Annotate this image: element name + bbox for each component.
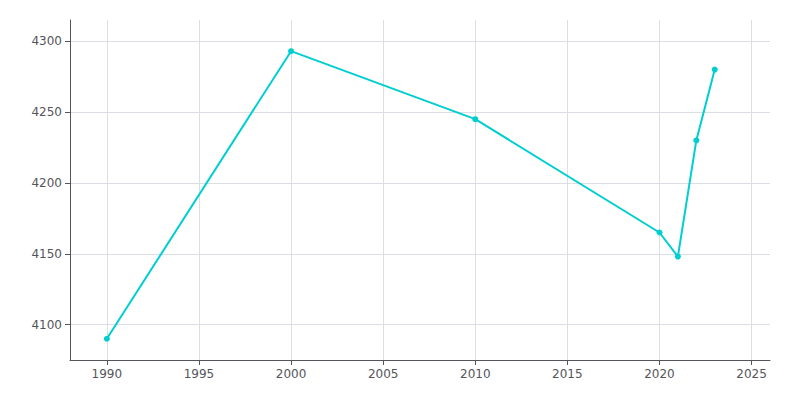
svg-text:2000: 2000 [276,367,307,381]
svg-text:2010: 2010 [460,367,491,381]
svg-text:4100: 4100 [31,318,62,332]
svg-text:2020: 2020 [644,367,675,381]
svg-text:2025: 2025 [736,367,767,381]
svg-text:2005: 2005 [368,367,399,381]
svg-text:4200: 4200 [31,176,62,190]
svg-text:1990: 1990 [92,367,123,381]
svg-text:4250: 4250 [31,105,62,119]
svg-text:2015: 2015 [552,367,583,381]
svg-text:1995: 1995 [184,367,215,381]
svg-text:4150: 4150 [31,247,62,261]
svg-text:4300: 4300 [31,34,62,48]
